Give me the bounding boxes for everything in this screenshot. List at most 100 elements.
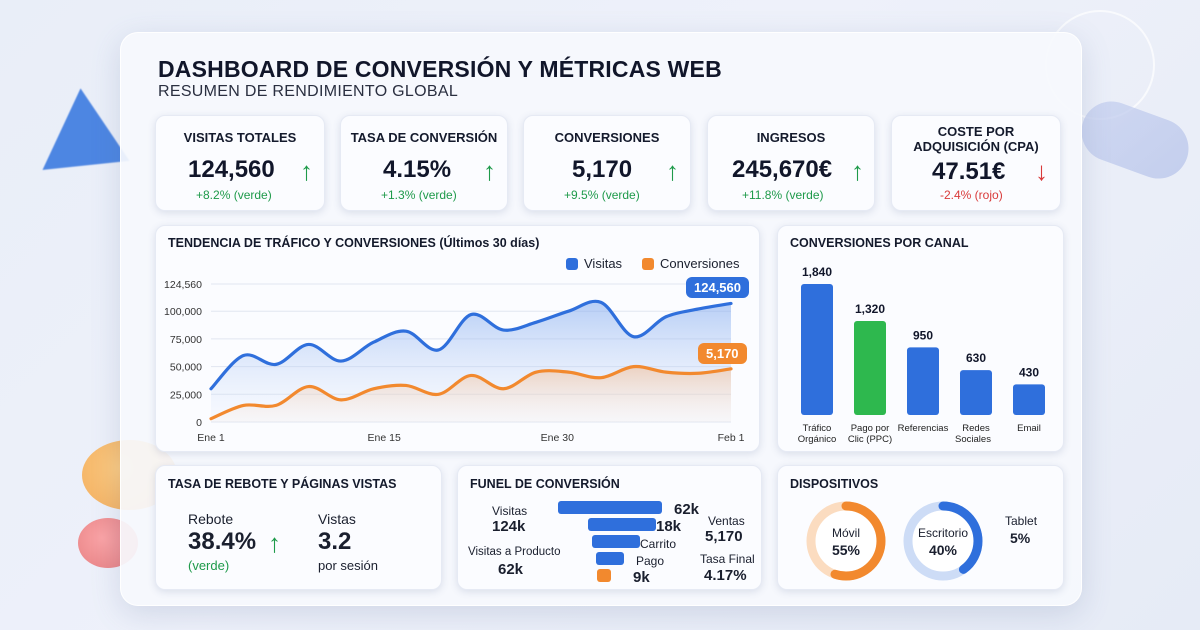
funnel-visitas-label: Visitas	[492, 504, 528, 518]
funnel-stage	[592, 535, 640, 548]
bar-category-label: Tráfico	[803, 423, 832, 434]
series-area-conversiones	[211, 366, 731, 422]
legend-swatch-conversiones	[642, 257, 654, 270]
legend-visitas[interactable]: Visitas	[566, 256, 622, 271]
y-tick-label: 50,000	[170, 362, 202, 374]
funnel-visitas-value: 124k	[492, 518, 526, 535]
kpi-value: 5,170	[572, 156, 633, 183]
vistas-note: por sesión	[318, 558, 378, 573]
device-donuts	[806, 501, 983, 581]
escritorio-value: 40%	[928, 542, 958, 558]
kpi-card-cpa[interactable]: COSTE POR ADQUISICIÓN (CPA) 47.51€ ↓ -2.…	[891, 115, 1061, 211]
bar-value-label: 1,320	[855, 302, 885, 316]
kpi-label: COSTE POR ADQUISICIÓN (CPA)	[913, 124, 1039, 154]
tag-visitas-latest: 124,560	[686, 277, 749, 298]
series-line-visitas	[209, 299, 733, 391]
funnel-vprod-value: 62k	[498, 561, 524, 578]
funnel-tasa-value: 4.17%	[704, 567, 747, 584]
tablet-label: Tablet	[1005, 514, 1038, 528]
bar-sublabel: Clic (PPC)	[847, 434, 893, 445]
series-line-conversiones	[209, 364, 733, 421]
x-tick-label: Ene 1	[197, 432, 225, 444]
vistas-value: 3.2	[318, 528, 352, 555]
bar-value-label: 950	[913, 328, 933, 342]
funnel-step1-label: 62k	[674, 501, 700, 518]
bar-value-label: 430	[1019, 365, 1039, 379]
rebote-note: (verde)	[188, 558, 230, 573]
y-tick-label: 75,000	[170, 334, 202, 346]
kpi-value: 245,670€	[732, 156, 833, 183]
bar	[801, 284, 833, 415]
x-tick-label: Feb 1	[718, 432, 745, 444]
legend-label-visitas: Visitas	[584, 256, 623, 271]
bar-sublabel: Orgánico	[797, 434, 837, 445]
funnel-step4-label: Pago	[636, 554, 665, 568]
kpi-change: +11.8% (verde)	[742, 188, 824, 202]
x-tick-label: Ene 15	[368, 432, 401, 444]
kpi-label: CONVERSIONES	[554, 130, 660, 145]
funnel-step5-label: 9k	[633, 569, 650, 586]
kpi-change: +8.2% (verde)	[196, 188, 272, 202]
y-tick-label: 124,560	[164, 279, 202, 291]
arrow-up-icon: ↑	[483, 156, 496, 186]
donut-escritorio-arc	[903, 501, 983, 581]
funnel-title: FUNEL DE CONVERSIÓN	[470, 477, 620, 491]
kpi-change: +9.5% (verde)	[564, 188, 640, 202]
funnel-stage	[558, 501, 662, 514]
canal-chart-title: CONVERSIONES POR CANAL	[790, 236, 969, 250]
kpi-card-visitas[interactable]: VISITAS TOTALES 124,560 ↑ +8.2% (verde)	[155, 115, 325, 211]
kpi-change: +1.3% (verde)	[381, 188, 457, 202]
kpi-change: -2.4% (rojo)	[940, 188, 1003, 202]
dispositivos-card: DISPOSITIVOS Móvil 55% Escritorio 40% Ta…	[777, 465, 1064, 590]
funnel-ventas-value: 5,170	[705, 528, 743, 545]
kpi-label: VISITAS TOTALES	[183, 130, 297, 145]
funnel-step3-label: Carrito	[640, 537, 677, 551]
page-title: DASHBOARD DE CONVERSIÓN Y MÉTRICAS WEB	[158, 56, 722, 82]
legend-label-conversiones: Conversiones	[660, 256, 740, 271]
bar-sublabel: Sociales	[955, 434, 991, 445]
rebote-value: 38.4%	[188, 528, 257, 555]
kpi-card-conversiones[interactable]: CONVERSIONES 5,170 ↑ +9.5% (verde)	[523, 115, 691, 211]
rebote-title: TASA DE REBOTE Y PÁGINAS VISTAS	[168, 477, 397, 491]
bar	[960, 370, 992, 415]
y-tick-label: 0	[196, 417, 202, 429]
trend-chart: 124,560 100,000 75,000 50,000 25,000 0 Ene 1 En…	[164, 279, 745, 444]
funnel-stage	[588, 518, 656, 531]
funnel-card: FUNEL DE CONVERSIÓN Visitas 124k Visitas…	[457, 465, 762, 590]
arrow-up-icon: ↑	[666, 156, 679, 186]
trend-chart-card: TENDENCIA DE TRÁFICO Y CONVERSIONES (Últ…	[155, 225, 760, 452]
bar	[854, 321, 886, 415]
funnel-ventas-label: Ventas	[708, 514, 745, 528]
bar-category-label: Referencias	[898, 423, 949, 434]
kpi-label: INGRESOS	[756, 130, 826, 145]
rebote-label: Rebote	[188, 511, 234, 527]
page-subtitle: RESUMEN DE RENDIMIENTO GLOBAL	[158, 83, 459, 100]
arrow-up-icon: ↑	[268, 528, 281, 558]
vistas-label: Vistas	[318, 511, 356, 527]
rebote-card: TASA DE REBOTE Y PÁGINAS VISTAS Rebote 3…	[155, 465, 442, 590]
canal-chart-card: CONVERSIONES POR CANAL 1,840 Tráfico 1,320…	[777, 225, 1064, 452]
arrow-up-icon: ↑	[300, 156, 313, 186]
kpi-card-ingresos[interactable]: INGRESOS 245,670€ ↑ +11.8% (verde)	[707, 115, 875, 211]
dispositivos-title: DISPOSITIVOS	[790, 477, 879, 491]
bar	[1013, 384, 1045, 415]
bar-category-label: Email	[1017, 423, 1041, 434]
kpi-label: TASA DE CONVERSIÓN	[350, 130, 498, 145]
trend-chart-title: TENDENCIA DE TRÁFICO Y CONVERSIONES (Últ…	[168, 236, 540, 250]
tag-conversiones-latest: 5,170	[698, 343, 747, 364]
arrow-up-icon: ↑	[851, 156, 864, 186]
kpi-card-tasa-conversion[interactable]: TASA DE CONVERSIÓN 4.15% ↑ +1.3% (verde)	[340, 115, 508, 211]
bar	[907, 347, 939, 415]
canal-chart: 1,840 Tráfico 1,320 Pago por 950 Referencias 6…	[801, 265, 1045, 434]
funnel-stage	[596, 552, 624, 565]
funnel-chart	[558, 501, 662, 582]
decorative-pill-shape	[1073, 92, 1197, 188]
movil-value: 55%	[831, 542, 861, 558]
arrow-down-icon: ↓	[1035, 156, 1048, 186]
bar-category-label: Redes	[962, 423, 990, 434]
legend-conversiones[interactable]: Conversiones	[642, 256, 740, 271]
movil-label: Móvil	[831, 526, 860, 540]
donut-movil-arc	[806, 501, 886, 581]
bar-value-label: 630	[966, 351, 986, 365]
kpi-value: 4.15%	[383, 156, 452, 183]
